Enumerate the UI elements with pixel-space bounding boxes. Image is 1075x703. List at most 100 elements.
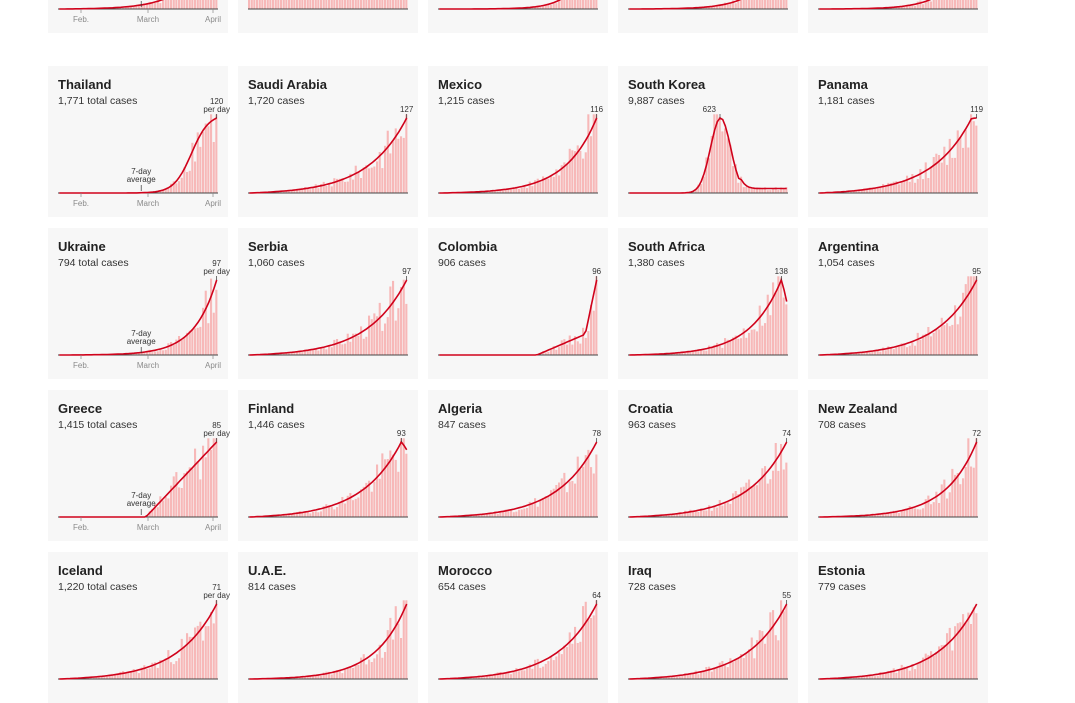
daily-bar	[317, 188, 319, 193]
daily-bar	[357, 172, 359, 193]
daily-bar	[392, 640, 394, 679]
daily-bar	[903, 511, 905, 517]
peak-label: 623	[703, 105, 717, 114]
daily-bar	[962, 0, 964, 9]
daily-bar	[970, 467, 972, 518]
daily-bar	[582, 0, 584, 9]
daily-bar	[772, 610, 774, 679]
daily-bar	[732, 166, 734, 193]
daily-bar	[178, 336, 180, 355]
daily-bar	[751, 330, 753, 355]
daily-bar	[769, 612, 771, 679]
daily-bar	[275, 0, 277, 9]
daily-bar	[151, 3, 153, 9]
daily-bar	[191, 637, 193, 679]
daily-bar	[975, 276, 977, 355]
daily-bar	[772, 0, 774, 9]
date-label: Feb.	[73, 523, 89, 532]
daily-bar	[938, 0, 940, 9]
chart-card	[428, 0, 608, 33]
daily-bar	[587, 114, 589, 193]
daily-bar	[197, 0, 199, 9]
daily-bar	[197, 328, 199, 355]
daily-bar	[975, 0, 977, 9]
daily-bar	[349, 342, 351, 355]
daily-bar	[159, 496, 161, 517]
daily-bar	[392, 281, 394, 355]
daily-bar	[510, 510, 512, 517]
daily-bar	[299, 0, 301, 9]
daily-bar	[159, 3, 161, 9]
daily-bar	[288, 0, 290, 9]
daily-bar	[400, 638, 402, 679]
daily-bar	[593, 615, 595, 679]
daily-bar	[531, 503, 533, 517]
daily-bar	[213, 438, 215, 517]
daily-bar	[339, 0, 341, 9]
daily-bar	[775, 293, 777, 355]
daily-bar	[708, 158, 710, 193]
daily-bar	[210, 0, 212, 9]
chart-svg: 55	[618, 552, 798, 703]
daily-bar	[312, 0, 314, 9]
daily-bar	[395, 0, 397, 9]
daily-bar	[395, 460, 397, 517]
daily-bar	[312, 512, 314, 517]
daily-bar	[309, 513, 311, 517]
daily-bar	[764, 0, 766, 9]
daily-bar	[170, 662, 172, 679]
daily-bar	[946, 633, 948, 679]
daily-bar	[558, 347, 560, 355]
daily-bar	[759, 630, 761, 679]
daily-bar	[392, 0, 394, 9]
daily-bar	[756, 331, 758, 355]
daily-bar	[732, 493, 734, 517]
peak-label: 127	[400, 105, 414, 114]
daily-bar	[183, 647, 185, 679]
daily-bar	[569, 149, 571, 193]
daily-bar	[895, 673, 897, 679]
daily-bar	[593, 0, 595, 9]
daily-bar	[542, 498, 544, 517]
daily-bar	[973, 468, 975, 517]
daily-bar	[178, 487, 180, 517]
daily-bar	[732, 662, 734, 679]
daily-bar	[341, 0, 343, 9]
daily-bar	[927, 327, 929, 355]
daily-bar	[317, 0, 319, 9]
daily-bar	[368, 0, 370, 9]
daily-bar	[935, 652, 937, 679]
daily-bar	[547, 661, 549, 679]
daily-bar	[577, 643, 579, 679]
daily-bar	[898, 184, 900, 193]
chart-card: U.A.E.814 cases	[238, 552, 418, 703]
daily-bar	[513, 512, 515, 517]
daily-bar	[317, 512, 319, 517]
daily-bar	[970, 114, 972, 193]
daily-bar	[523, 670, 525, 679]
daily-bar	[777, 471, 779, 517]
daily-bar	[194, 328, 196, 355]
peak-label: 96	[592, 267, 601, 276]
daily-bar	[213, 142, 215, 193]
daily-bar	[320, 0, 322, 9]
daily-bar	[331, 0, 333, 9]
daily-bar	[371, 0, 373, 9]
date-label: April	[205, 15, 221, 24]
peak-label: 97	[402, 267, 411, 276]
daily-bar	[558, 652, 560, 679]
daily-bar	[207, 0, 209, 9]
daily-bar	[397, 0, 399, 9]
daily-bar	[703, 510, 705, 517]
daily-bar	[191, 329, 193, 355]
daily-bar	[587, 331, 589, 355]
daily-bar	[975, 438, 977, 517]
daily-bar	[558, 175, 560, 193]
